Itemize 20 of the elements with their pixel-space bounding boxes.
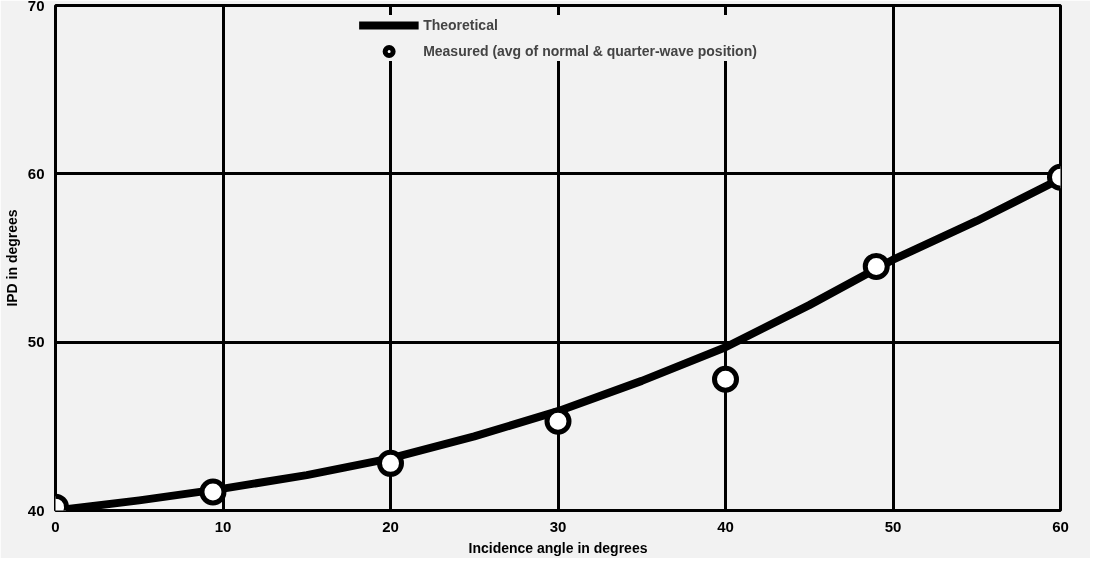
y-axis-title: IPD in degrees [3,209,20,307]
point [199,478,227,506]
x-tick-label: 0 [51,517,60,535]
x-tick-label: 30 [549,517,567,535]
point [712,365,739,393]
x-tick-label: 50 [884,517,902,535]
legend-label: Theoretical [423,17,498,33]
x-tick-label: 60 [1052,517,1069,535]
x-tick-label: 10 [214,517,232,535]
y-tick-label: 60 [27,164,45,182]
legend-label: Measured (avg of normal & quarter-wave position) [423,43,757,59]
point [544,407,572,435]
point [377,449,404,477]
y-tick-label: 70 [27,0,45,14]
y-tick-label: 50 [27,333,45,351]
y-tick-label: 40 [27,501,45,519]
x-tick-label: 20 [382,517,399,535]
x-axis-title: Incidence angle in degrees [468,539,648,556]
x-tick-label: 40 [717,517,734,535]
point [862,252,890,280]
